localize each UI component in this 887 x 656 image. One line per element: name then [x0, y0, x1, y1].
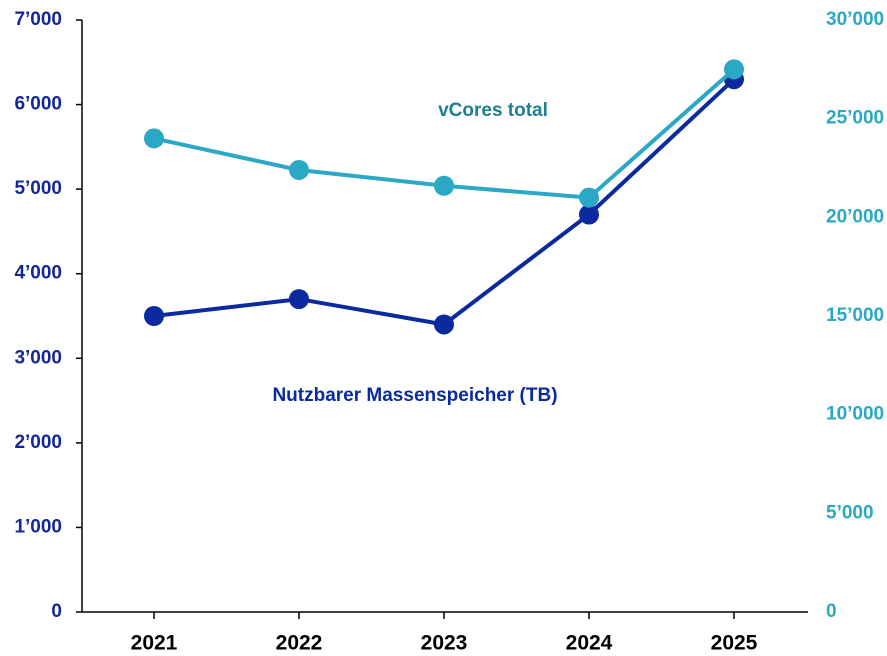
y-tick-label: 4’000: [14, 263, 62, 284]
y2-tick-label: 10’000: [826, 404, 884, 425]
y-tick-label: 0: [51, 601, 62, 622]
y2-tick-label: 5’000: [826, 502, 874, 523]
series-point: [434, 314, 454, 335]
y-tick-label: 7’000: [14, 9, 62, 30]
x-tick-label: 2023: [421, 632, 468, 655]
x-tick-label: 2021: [131, 632, 178, 655]
series-point: [144, 306, 164, 326]
series-point: [724, 59, 744, 80]
x-tick-label: 2024: [566, 632, 613, 655]
y2-tick-label: 30’000: [826, 9, 884, 30]
series-annotation: Nutzbarer Massenspeicher (TB): [272, 385, 557, 406]
y2-tick-label: 0: [826, 601, 837, 622]
y-tick-label: 6’000: [14, 94, 62, 115]
x-tick-label: 2025: [711, 632, 758, 655]
series-point: [289, 289, 309, 310]
series-point: [289, 159, 309, 180]
series-point: [579, 204, 599, 225]
y-tick-label: 1’000: [14, 516, 62, 537]
x-tick-label: 2022: [276, 632, 323, 655]
series-point: [434, 175, 454, 196]
y-tick-label: 3’000: [14, 347, 62, 368]
y2-tick-label: 20’000: [826, 206, 884, 227]
series-point: [144, 128, 164, 149]
y-tick-label: 2’000: [14, 432, 62, 453]
series-point: [579, 187, 599, 208]
series-annotation: vCores total: [438, 100, 548, 121]
y-tick-label: 5’000: [14, 178, 62, 199]
y2-tick-label: 15’000: [826, 305, 884, 326]
y2-tick-label: 25’000: [826, 108, 884, 129]
